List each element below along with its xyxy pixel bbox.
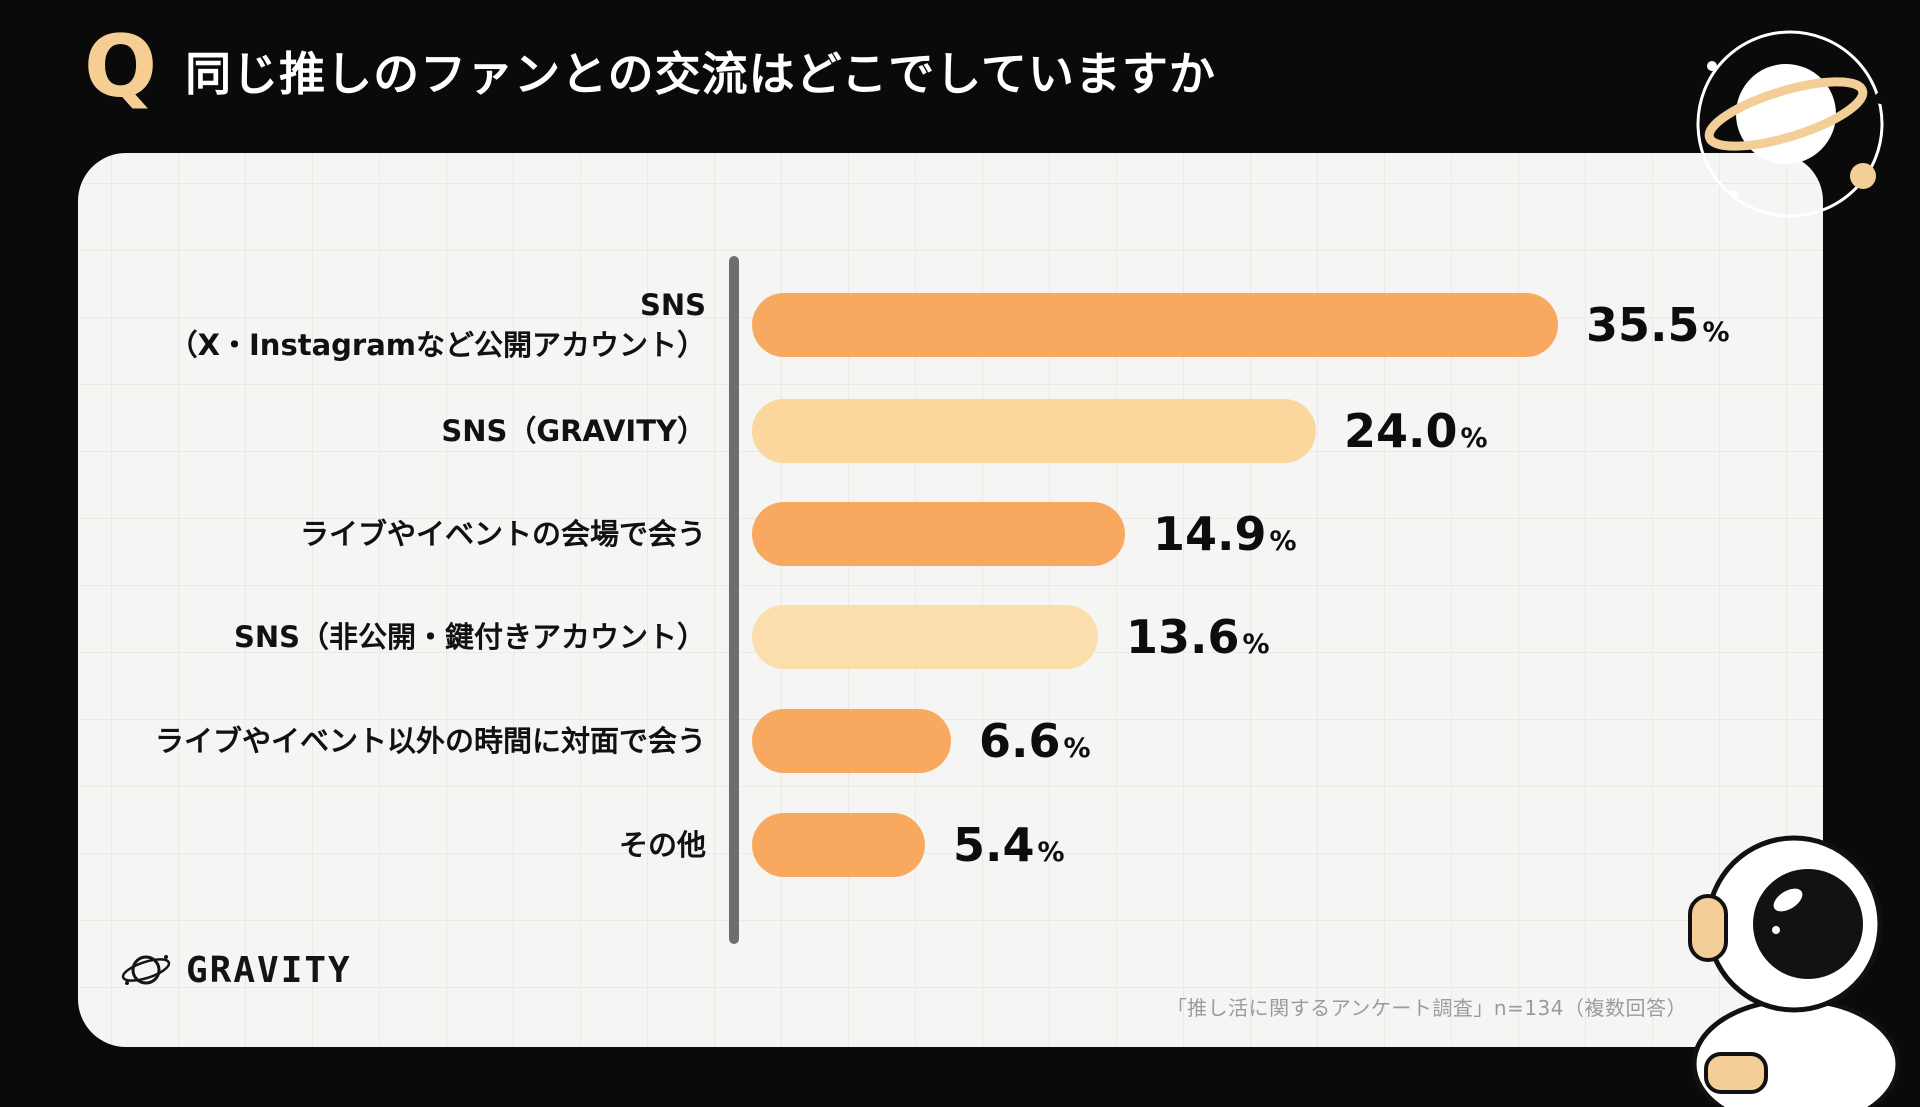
chart-row: ライブやイベント以外の時間に対面で会う 6.6% — [78, 709, 1823, 773]
value-number: 13.6 — [1126, 610, 1240, 664]
chart-row: ライブやイベントの会場で会う 14.9% — [78, 502, 1823, 566]
category-label: SNS （X・Instagramなど公開アカウント） — [168, 287, 706, 362]
header: Q 同じ推しのファンとの交流はどこでしていますか — [84, 24, 1216, 114]
value-unit: % — [1037, 837, 1065, 868]
value-unit: % — [1702, 317, 1730, 348]
category-label: ライブやイベントの会場で会う — [299, 516, 706, 551]
value-number: 24.0 — [1344, 404, 1458, 458]
value-number: 5.4 — [953, 818, 1035, 872]
survey-source-note: 「推し活に関するアンケート調査」n=134（複数回答） — [1166, 996, 1687, 1020]
value-label: 35.5% — [1586, 298, 1730, 352]
value-label: 13.6% — [1126, 610, 1270, 664]
category-label: SNS（非公開・鍵付きアカウント） — [233, 619, 706, 654]
category-label: ライブやイベント以外の時間に対面で会う — [154, 723, 706, 758]
value-label: 6.6% — [979, 714, 1091, 768]
chart-row: SNS（GRAVITY） 24.0% — [78, 399, 1823, 463]
value-number: 14.9 — [1153, 507, 1267, 561]
chart-row: その他 5.4% — [78, 813, 1823, 877]
value-number: 35.5 — [1586, 298, 1700, 352]
value-label: 24.0% — [1344, 404, 1488, 458]
bar — [752, 293, 1558, 357]
question-badge: Q — [84, 17, 158, 117]
value-label: 5.4% — [953, 818, 1065, 872]
page-title: 同じ推しのファンとの交流はどこでしていますか — [185, 47, 1216, 101]
value-unit: % — [1063, 733, 1091, 764]
bar — [752, 399, 1316, 463]
value-unit: % — [1269, 526, 1297, 557]
planet-logo-icon — [121, 955, 171, 985]
bar — [752, 813, 925, 877]
value-number: 6.6 — [979, 714, 1061, 768]
category-label: その他 — [618, 827, 706, 862]
chart-card: SNS （X・Instagramなど公開アカウント） 35.5% SNS（GRA… — [78, 153, 1823, 1047]
category-label: SNS（GRAVITY） — [441, 413, 706, 448]
brand-name: GRAVITY — [186, 949, 352, 991]
bar — [752, 605, 1098, 669]
value-unit: % — [1242, 629, 1270, 660]
bar — [752, 709, 951, 773]
bar — [752, 502, 1125, 566]
brand-logo: GRAVITY — [120, 948, 352, 992]
chart-row: SNS （X・Instagramなど公開アカウント） 35.5% — [78, 288, 1823, 362]
astronaut-icon — [1688, 835, 1901, 1107]
saturn-planet-icon — [1696, 30, 1887, 218]
chart-row: SNS（非公開・鍵付きアカウント） 13.6% — [78, 605, 1823, 669]
chart-axis-line — [729, 256, 739, 944]
value-label: 14.9% — [1153, 507, 1297, 561]
value-unit: % — [1460, 423, 1488, 454]
